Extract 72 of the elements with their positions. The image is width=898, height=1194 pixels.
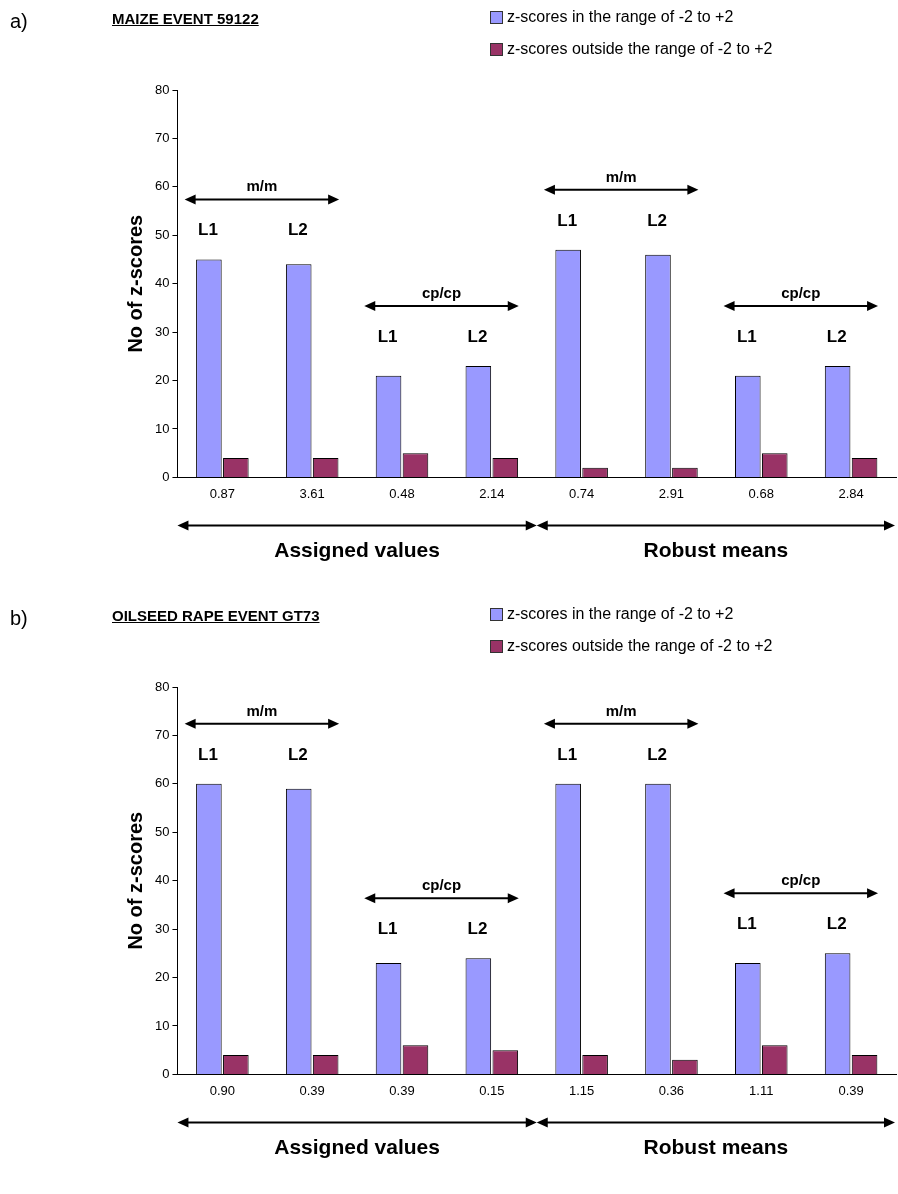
y-tick-label: 50 [154, 226, 170, 242]
y-tick-label: 60 [154, 178, 170, 194]
text: Assigned values [274, 538, 440, 562]
y-tick-label: 0 [162, 1065, 170, 1081]
annotation: cp/cp [421, 876, 462, 894]
annotation: L1 [557, 210, 578, 230]
y-axis-title: No of z-scores [123, 811, 146, 950]
y-axis-title: No of z-scores [123, 214, 146, 353]
annotation: L2 [287, 744, 308, 764]
annotation: L2 [467, 327, 488, 347]
text: a) [10, 10, 28, 32]
annotation: L2 [826, 914, 847, 934]
x-tick-label: 0.39 [389, 1082, 415, 1098]
y-tick-label: 70 [154, 130, 170, 145]
text: Assigned values [274, 1135, 440, 1159]
annotation: m/m [246, 701, 278, 719]
annotation: cp/cp [781, 284, 821, 302]
annotation: L1 [198, 744, 218, 764]
text: Robust means [643, 538, 789, 562]
text: b) [10, 607, 28, 629]
x-tick-label: 1.15 [568, 1082, 595, 1098]
annotation: m/m [246, 177, 278, 195]
y-tick-label: 0 [162, 468, 170, 484]
annotation: L1 [736, 914, 757, 934]
y-tick-label: 40 [154, 275, 170, 291]
annotation: L2 [826, 327, 847, 347]
chart-title: MAIZE EVENT 59122 [112, 10, 259, 27]
y-tick-label: 30 [154, 323, 170, 339]
x-tick-label: 1.11 [749, 1082, 774, 1098]
x-tick-label: 0.74 [568, 485, 595, 501]
y-tick-label: 80 [154, 678, 170, 694]
y-tick-label: 40 [154, 872, 170, 888]
annotation: L2 [647, 744, 668, 764]
annotation: L1 [736, 327, 757, 347]
x-tick-label: 3.61 [299, 485, 325, 501]
annotation: m/m [605, 701, 637, 719]
y-tick-label: 60 [154, 775, 170, 791]
x-tick-label: 0.15 [479, 1082, 505, 1098]
annotation: L2 [647, 210, 668, 230]
y-tick-label: 10 [154, 1017, 170, 1033]
annotation: L1 [198, 220, 218, 240]
x-tick-label: 0.87 [209, 485, 236, 501]
annotation: L1 [377, 327, 398, 347]
x-tick-label: 0.48 [389, 485, 415, 501]
annotation: cp/cp [421, 284, 462, 302]
y-tick-label: 20 [154, 969, 170, 985]
annotation: L2 [467, 919, 488, 939]
x-tick-label: 0.39 [299, 1082, 325, 1098]
annotation: L2 [287, 220, 308, 240]
annotation: cp/cp [781, 871, 821, 889]
chart-title: OILSEED RAPE EVENT GT73 [112, 607, 320, 624]
y-tick-label: 10 [154, 420, 170, 436]
x-tick-label: 0.36 [658, 1082, 685, 1098]
annotation: L1 [377, 919, 398, 939]
y-tick-label: 30 [154, 920, 170, 936]
x-tick-label: 2.91 [658, 485, 685, 501]
y-tick-label: 80 [154, 81, 170, 97]
annotation: m/m [605, 167, 637, 185]
x-tick-label: 2.14 [479, 485, 505, 501]
annotation: L1 [557, 744, 578, 764]
y-tick-label: 20 [154, 372, 170, 388]
legend-label: z-scores in the range of -2 to +2 [507, 8, 734, 26]
text: Robust means [643, 1135, 789, 1159]
x-tick-label: 2.84 [838, 485, 864, 501]
y-tick-label: 70 [154, 727, 170, 742]
legend-label: z-scores outside the range of -2 to +2 [507, 637, 773, 655]
y-tick-label: 50 [154, 823, 170, 839]
legend-label: z-scores outside the range of -2 to +2 [507, 40, 773, 58]
x-tick-label: 0.90 [209, 1082, 236, 1098]
x-tick-label: 0.39 [838, 1082, 864, 1098]
x-tick-label: 0.68 [748, 485, 774, 501]
legend-label: z-scores in the range of -2 to +2 [507, 605, 734, 623]
